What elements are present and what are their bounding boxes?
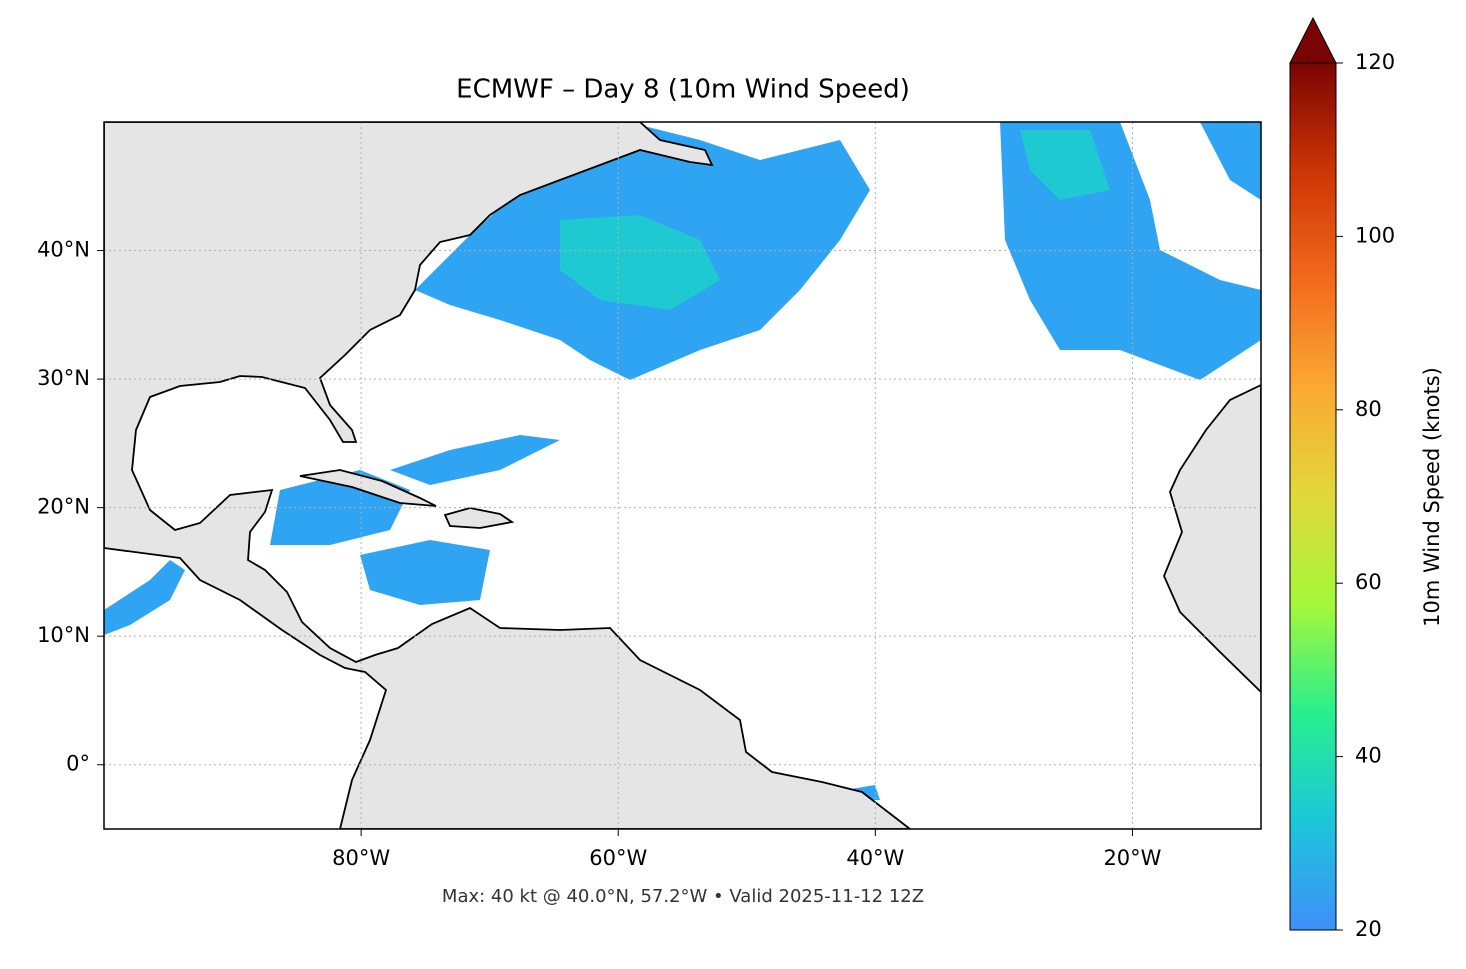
- map-area: [104, 122, 1261, 829]
- colorbar-tick-label: 100: [1355, 223, 1395, 247]
- y-tick-label: 40°N: [37, 238, 90, 262]
- y-tick-label: 10°N: [37, 623, 90, 647]
- colorbar: [1289, 62, 1337, 931]
- chart-title: ECMWF – Day 8 (10m Wind Speed): [456, 75, 910, 105]
- colorbar-tick-label: 120: [1355, 50, 1395, 74]
- land: [104, 122, 1261, 829]
- colorbar-label: 10m Wind Speed (knots): [1420, 367, 1444, 627]
- x-tick-label: 40°W: [846, 846, 904, 870]
- annotation: Max: 40 kt @ 40.0°N, 57.2°W • Valid 2025…: [442, 886, 924, 907]
- colorbar-tick-label: 60: [1355, 570, 1382, 594]
- plot-frame: [103, 121, 1262, 830]
- colorbar-extension: [1289, 16, 1337, 64]
- x-tick-label: 80°W: [332, 846, 390, 870]
- colorbar-tick-label: 80: [1355, 397, 1382, 421]
- x-tick-label: 20°W: [1103, 846, 1161, 870]
- colorbar-tick-label: 40: [1355, 744, 1382, 768]
- x-tick-label: 60°W: [589, 846, 647, 870]
- y-tick-label: 30°N: [37, 366, 90, 390]
- colorbar-tick-label: 20: [1355, 917, 1382, 941]
- y-tick-label: 20°N: [37, 495, 90, 519]
- y-tick-label: 0°: [66, 752, 90, 776]
